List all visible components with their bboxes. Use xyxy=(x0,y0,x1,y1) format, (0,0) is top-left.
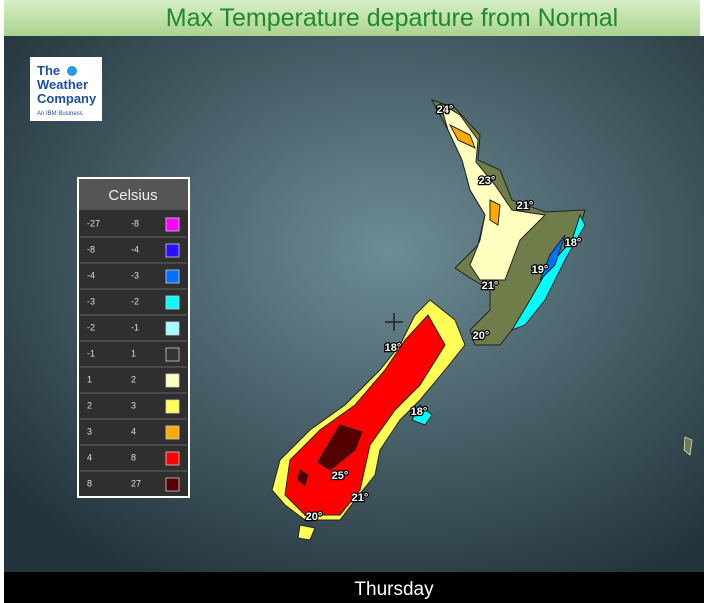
logo-text: Company xyxy=(37,91,97,106)
legend-low: -8 xyxy=(87,244,95,254)
footer-bar xyxy=(4,572,704,603)
legend-swatch xyxy=(165,425,180,440)
logo-text: Weather xyxy=(37,77,88,92)
legend-high: -1 xyxy=(131,322,139,332)
legend-swatch xyxy=(165,399,180,414)
legend-low: -2 xyxy=(87,322,95,332)
legend-swatch xyxy=(165,451,180,466)
legend-high: 1 xyxy=(131,348,136,358)
legend: Celsius -27 -8 -8 -4 -4 -3 -3 -2 -2 -1 -1 1 1 2 2 3 3 4 4 8… xyxy=(77,177,190,498)
legend-high: 27 xyxy=(131,478,141,488)
legend-swatch xyxy=(165,373,180,388)
legend-low: -27 xyxy=(87,218,100,228)
legend-swatch xyxy=(165,321,180,336)
legend-low: -3 xyxy=(87,296,95,306)
temp-label: 19° xyxy=(532,264,549,276)
legend-low: 3 xyxy=(87,426,92,436)
temp-label: 21° xyxy=(352,492,369,504)
north-island xyxy=(430,99,586,346)
legend-swatch xyxy=(165,477,180,492)
legend-swatch xyxy=(165,269,180,284)
logo-text: The xyxy=(37,63,60,78)
legend-swatch xyxy=(165,295,180,310)
logo-tagline: An IBM Business xyxy=(37,111,83,117)
temp-label: 25° xyxy=(332,470,349,482)
temp-label: 21° xyxy=(517,200,534,212)
legend-low: -1 xyxy=(87,348,95,358)
temp-label: 24° xyxy=(437,104,454,116)
title: Max Temperature departure from Normal xyxy=(4,0,700,36)
legend-title: Celsius xyxy=(108,187,157,204)
legend-high: -4 xyxy=(131,244,139,254)
legend-high: 2 xyxy=(131,374,136,384)
temp-label: 21° xyxy=(482,280,499,292)
temp-label: 20° xyxy=(473,330,490,342)
legend-high: -8 xyxy=(131,218,139,228)
legend-low: 4 xyxy=(87,452,92,462)
temp-label: 20° xyxy=(306,511,323,523)
temp-label: 18° xyxy=(385,342,402,354)
legend-low: 1 xyxy=(87,374,92,384)
south-island xyxy=(271,299,693,541)
legend-high: 8 xyxy=(131,452,136,462)
temp-label: 18° xyxy=(565,237,582,249)
legend-low: -4 xyxy=(87,270,95,280)
legend-high: -2 xyxy=(131,296,139,306)
logo: The Weather Company An IBM Business xyxy=(30,57,102,121)
legend-swatch xyxy=(165,347,180,362)
legend-swatch xyxy=(165,243,180,258)
crosshair xyxy=(385,313,403,331)
temp-label: 23° xyxy=(479,175,496,187)
legend-low: 2 xyxy=(87,400,92,410)
legend-low: 8 xyxy=(87,478,92,488)
legend-high: 3 xyxy=(131,400,136,410)
legend-high: 4 xyxy=(131,426,136,436)
legend-swatch xyxy=(165,217,180,232)
legend-high: -3 xyxy=(131,270,139,280)
day-label: Thursday xyxy=(354,579,434,600)
temp-label: 18° xyxy=(411,406,428,418)
